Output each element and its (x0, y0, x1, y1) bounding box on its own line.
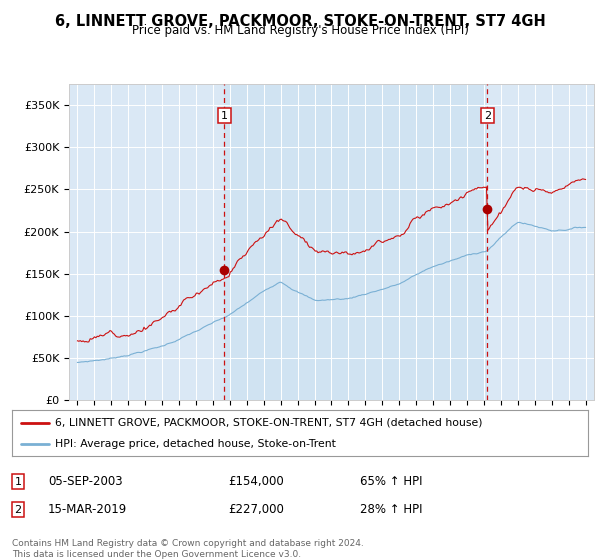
Text: 65% ↑ HPI: 65% ↑ HPI (360, 475, 422, 488)
Text: Price paid vs. HM Land Registry's House Price Index (HPI): Price paid vs. HM Land Registry's House … (131, 24, 469, 36)
Text: 1: 1 (221, 111, 228, 120)
Text: 6, LINNETT GROVE, PACKMOOR, STOKE-ON-TRENT, ST7 4GH (detached house): 6, LINNETT GROVE, PACKMOOR, STOKE-ON-TRE… (55, 418, 482, 428)
Text: 2: 2 (484, 111, 491, 120)
Text: 2: 2 (14, 505, 22, 515)
Text: £227,000: £227,000 (228, 503, 284, 516)
Text: 15-MAR-2019: 15-MAR-2019 (48, 503, 127, 516)
Bar (224, 84, 487, 400)
Text: 28% ↑ HPI: 28% ↑ HPI (360, 503, 422, 516)
Text: 1: 1 (14, 477, 22, 487)
Text: 6, LINNETT GROVE, PACKMOOR, STOKE-ON-TRENT, ST7 4GH: 6, LINNETT GROVE, PACKMOOR, STOKE-ON-TRE… (55, 14, 545, 29)
Text: £154,000: £154,000 (228, 475, 284, 488)
Text: HPI: Average price, detached house, Stoke-on-Trent: HPI: Average price, detached house, Stok… (55, 439, 336, 449)
Text: Contains HM Land Registry data © Crown copyright and database right 2024.
This d: Contains HM Land Registry data © Crown c… (12, 539, 364, 559)
Text: 05-SEP-2003: 05-SEP-2003 (48, 475, 122, 488)
